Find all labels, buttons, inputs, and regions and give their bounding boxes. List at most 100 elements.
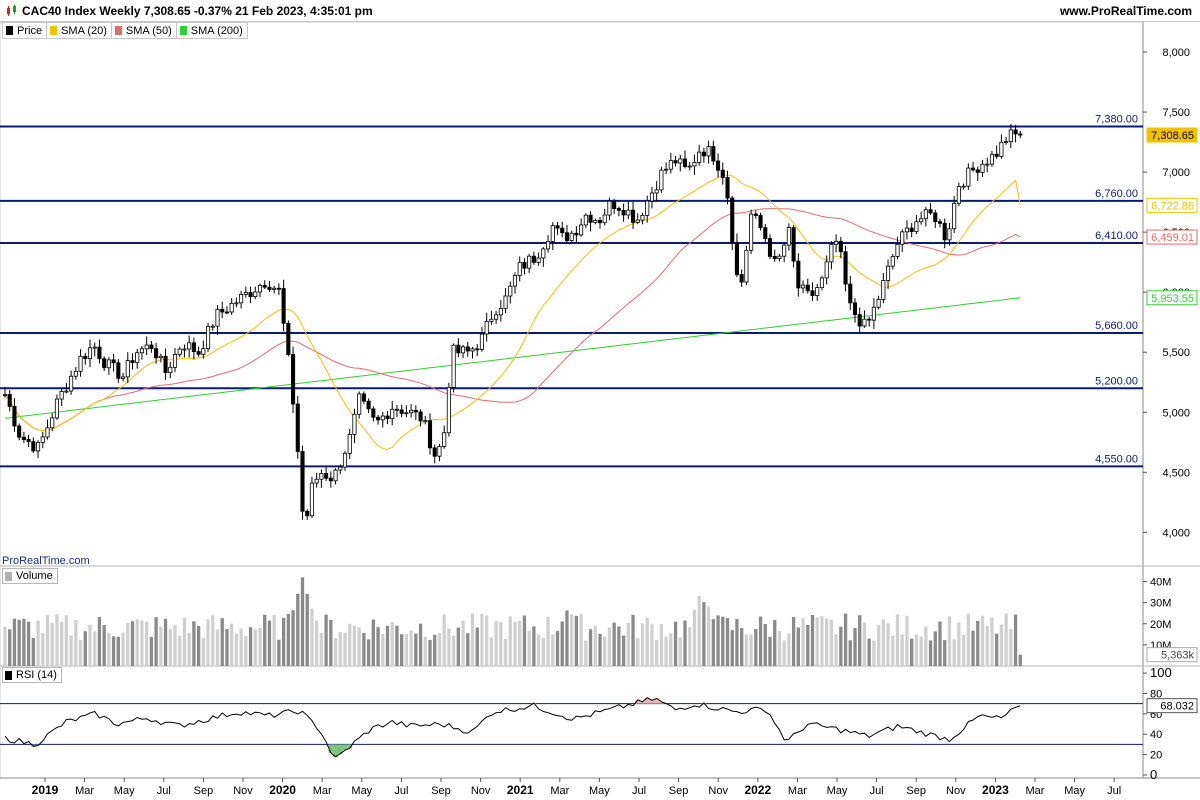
volume-bar [343,632,347,666]
volume-bar [466,633,470,666]
volume-tick-label: 40M [1150,577,1171,589]
time-tick-label: Mar [550,785,569,797]
candle [446,386,451,434]
candle [7,394,12,407]
volume-bar [716,615,720,666]
candle [777,255,782,260]
volume-bar [470,613,475,666]
price-tick-label: 8,000 [1162,47,1190,59]
volume-bar [659,623,664,666]
volume-bar [371,619,375,666]
volume-bar [706,606,711,666]
volume-bar [50,623,54,666]
legend-swatch-price [6,26,13,35]
volume-bar [163,618,168,666]
volume-bar [277,639,281,666]
candle [692,161,697,167]
candle [309,482,314,517]
volume-bar [366,639,371,666]
candle [904,227,909,233]
candle [484,320,489,335]
volume-bar [947,616,952,666]
price-tick-label: 4,000 [1162,527,1190,539]
time-tick-label: May [114,785,135,797]
legend-item-sma50[interactable]: SMA (50) [112,23,177,38]
candle [668,160,673,170]
volume-bar [848,640,852,666]
candle [324,472,329,479]
candle [206,325,211,350]
candle [177,348,182,355]
site-link[interactable]: www.ProRealTime.com [1059,4,1192,18]
candle [635,219,640,223]
candle [92,346,97,349]
candle [239,293,244,304]
rsi-panel-tag[interactable]: RSI (14) [2,667,62,683]
volume-bar [263,614,267,666]
candle [475,348,480,351]
volume-bar [324,614,328,666]
candle [376,416,381,421]
sma200-line [4,297,1021,419]
volume-bar [513,622,517,666]
volume-bar [36,620,40,666]
volume-bar [683,620,687,666]
volume-bar [102,625,106,666]
candle [838,240,843,253]
candle [819,277,824,289]
volume-tick-label: 30M [1150,598,1171,610]
volume-bar [97,617,102,666]
volume-bar [192,621,196,666]
volume-bar [442,614,446,666]
volume-bar [414,633,418,666]
price-badge [1146,290,1198,306]
volume-bar [546,616,550,666]
volume-bar [300,577,305,666]
candle [933,212,938,223]
candle [829,243,834,263]
candle [73,370,78,377]
legend-label-price: Price [17,24,43,37]
volume-bar [211,615,215,666]
time-tick-label: Sep [194,785,214,797]
time-tick-label: Mar [75,785,94,797]
volume-bar [560,621,564,666]
candle [796,260,801,289]
volume-bar [791,616,796,666]
candle [272,287,277,290]
candle [300,451,305,512]
candle [357,393,362,415]
indicator-legend: Price SMA (20) SMA (50) SMA (200) [2,22,248,39]
candle [720,169,725,178]
candle [730,197,735,243]
candle [470,348,475,352]
volume-bar [730,630,734,666]
volume-bar [555,631,560,666]
volume-bar [357,627,361,666]
candle [172,353,178,368]
legend-item-sma200[interactable]: SMA (200) [177,23,247,38]
candle [758,215,763,229]
candle [262,284,267,288]
legend-item-sma20[interactable]: SMA (20) [47,23,112,38]
rsi-overbought-fill [635,699,641,704]
volume-bar [872,640,876,666]
candle [121,376,126,379]
time-tick-label: Jul [632,785,646,797]
volume-panel-tag[interactable]: Volume [2,568,58,584]
time-tick-label: Sep [906,785,926,797]
candle [546,241,551,250]
legend-swatch-sma50 [114,26,122,35]
legend-item-price[interactable]: Price [3,23,48,38]
time-tick-label: Nov [708,785,728,797]
rsi-badge [1146,698,1198,714]
volume-bar [22,618,26,666]
rsi-overbought-fill [654,698,660,704]
candle [597,220,603,224]
candle [78,355,83,372]
volume-bar [721,616,725,666]
volume-bar [159,626,163,666]
candle [716,160,721,171]
candle [654,189,659,194]
volume-bar [220,618,224,666]
